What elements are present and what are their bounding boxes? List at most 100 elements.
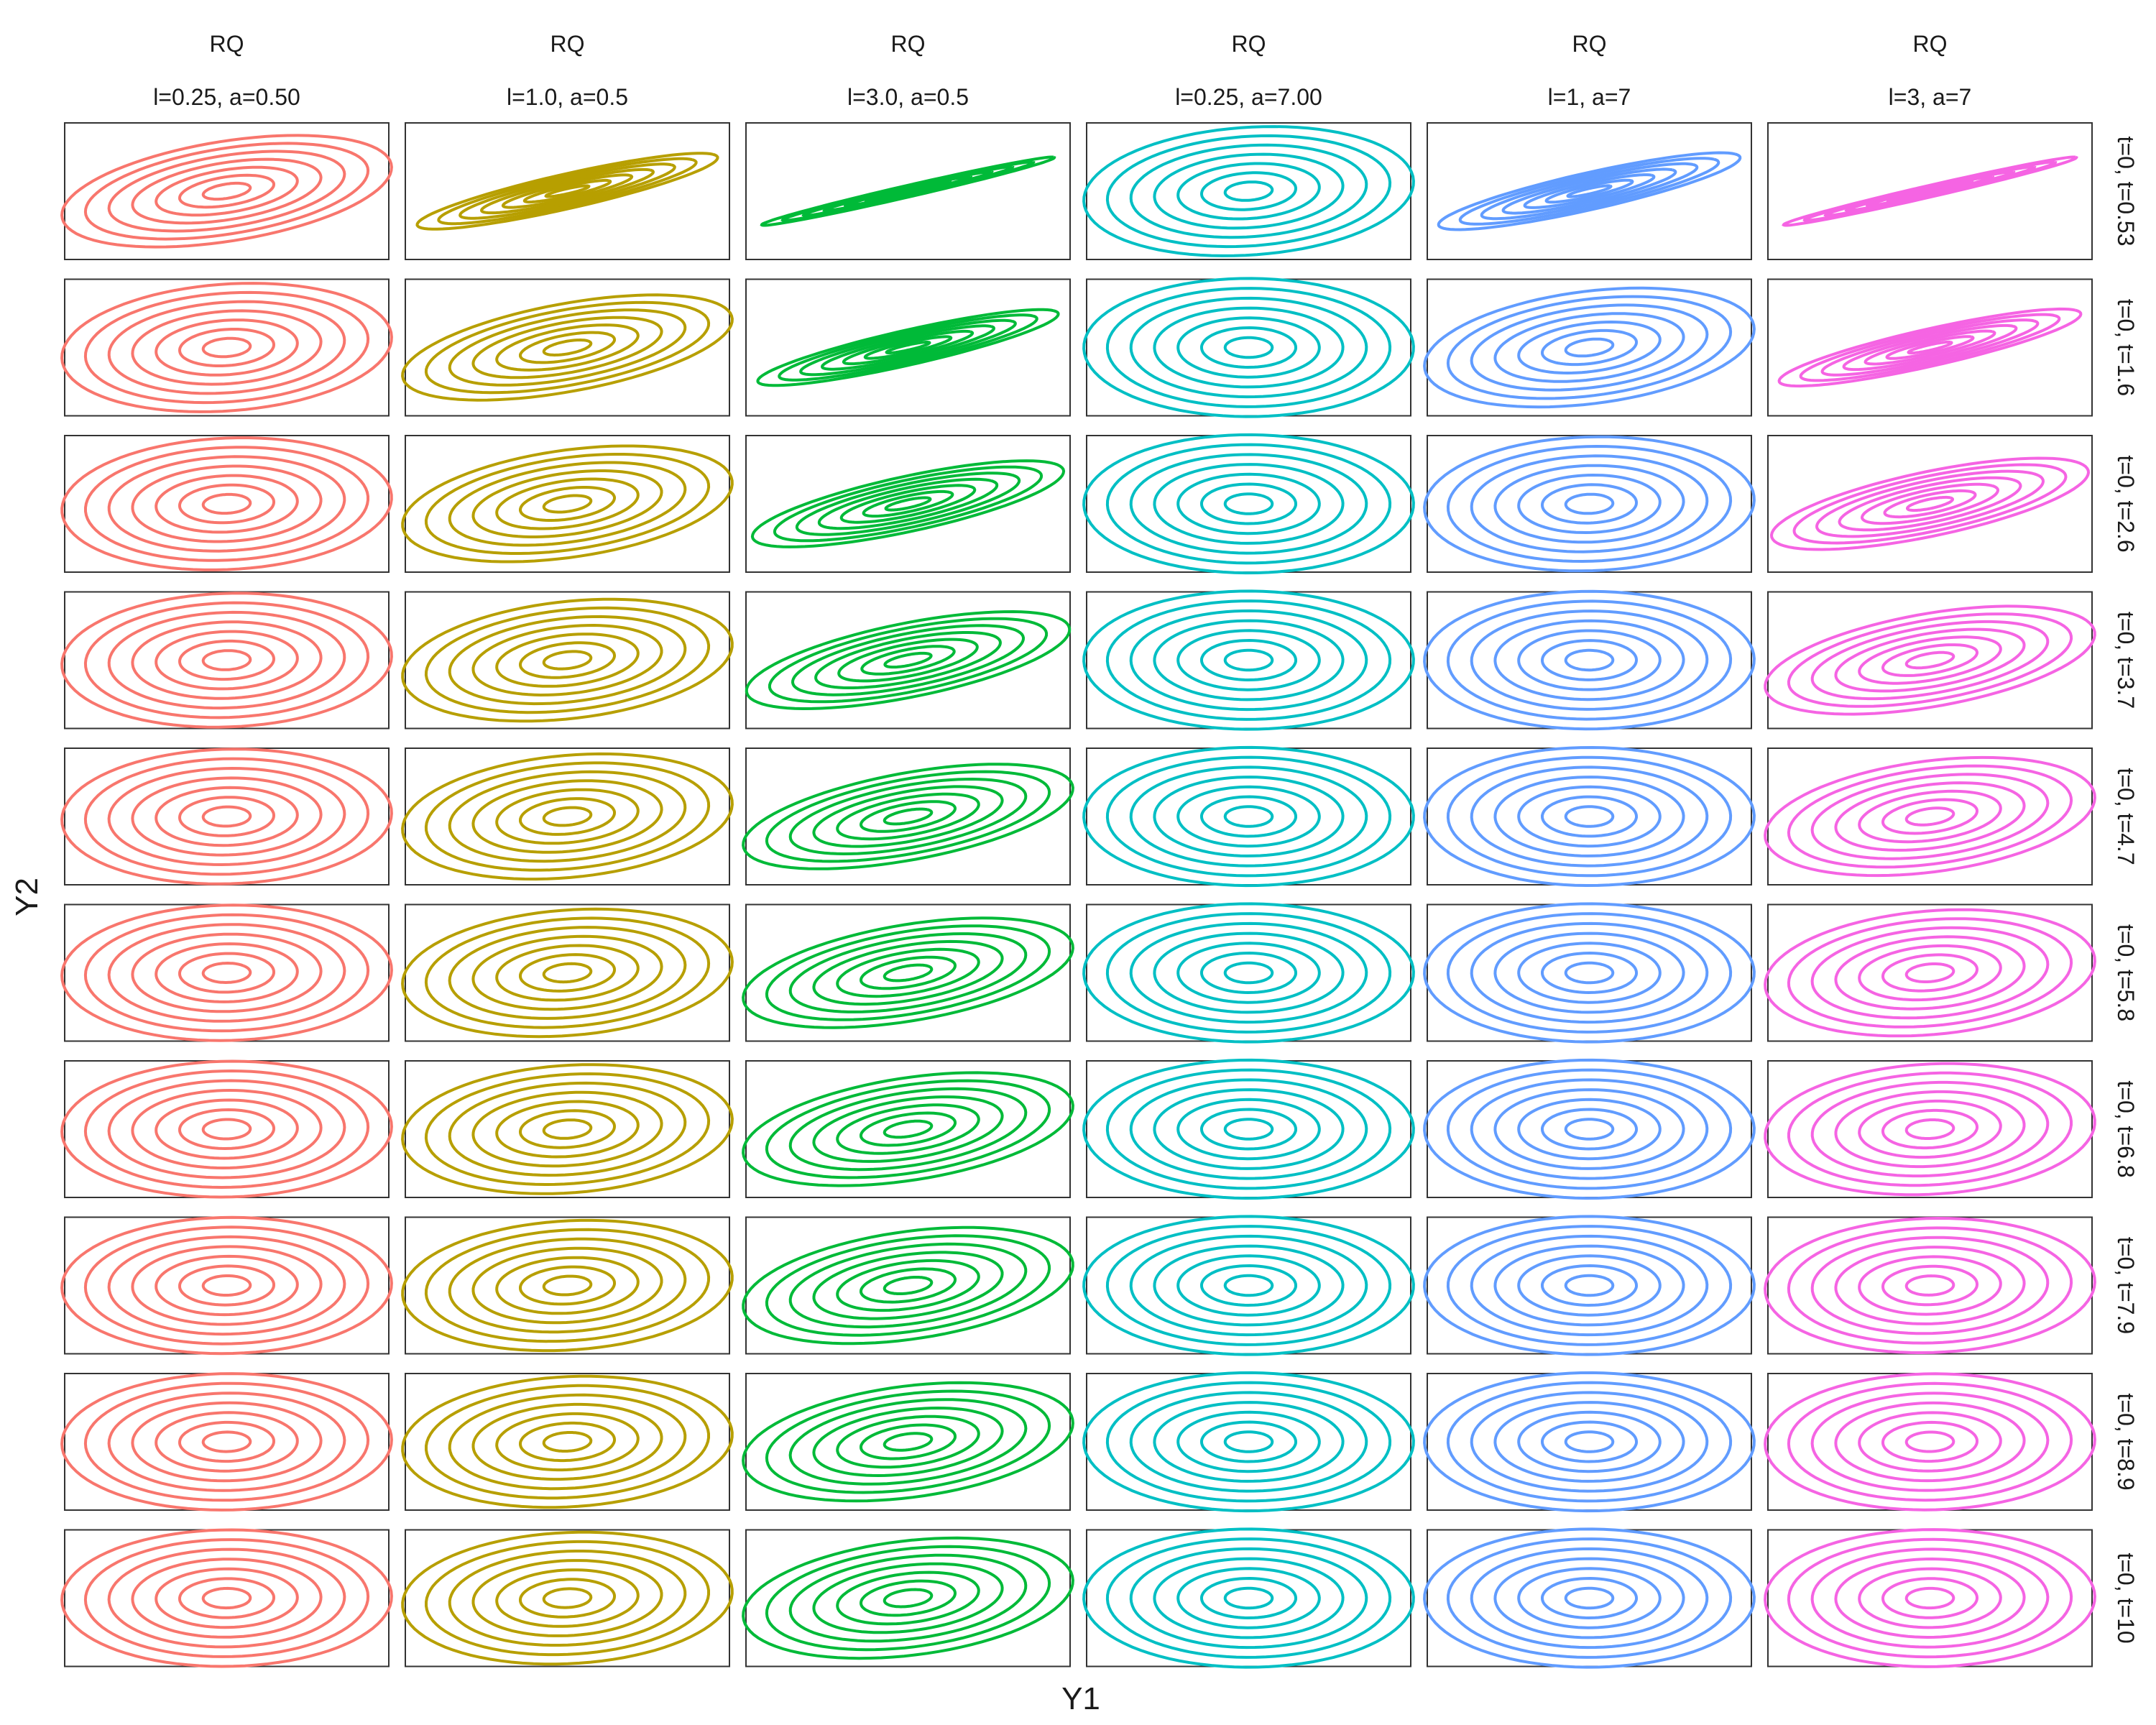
contour-line [863,335,953,360]
contour-line [1176,629,1321,691]
contour-line [1446,444,1733,564]
contour-line [178,1108,276,1151]
contour-line [1105,443,1392,565]
contour-line [155,318,299,377]
contour-line [1787,917,2073,1029]
contour-line [791,624,1026,696]
contour-line [178,483,275,525]
contour-line [1810,773,2050,860]
panel-frame [1427,278,1752,417]
contour-line [1782,155,2078,227]
facet-panel [1764,903,2096,1042]
contour-line [1523,173,1656,209]
x-axis-title: Y1 [1061,1681,1100,1716]
contour-line [1777,307,2083,388]
contour-line [1082,1527,1415,1669]
contour-line [1541,1264,1638,1307]
contour-line [883,1276,934,1295]
panel-frame [1086,1060,1411,1198]
contour-line [401,752,734,881]
panel-frame [64,1529,390,1668]
panel-frame [1086,122,1411,260]
contour-line [107,455,346,553]
contour-line [201,181,252,201]
facet-panel [745,278,1071,417]
contour-line [544,184,591,198]
facet-panel [1764,1060,2096,1198]
contour-line [1129,765,1368,868]
contour-line [1423,286,1756,409]
contour-line [1200,482,1297,525]
contour-line [1423,435,1756,573]
contour-line [1541,1108,1638,1151]
contour-line [742,916,1074,1029]
contour-line [1223,180,1274,202]
contour-line [60,748,393,886]
contour-line [788,777,1028,856]
contour-line [1764,1216,2096,1355]
contour-line [201,1430,252,1453]
panel-frame [1427,748,1752,886]
contour-line [401,1063,734,1195]
panel-frame [1427,591,1752,730]
facet-panel [1082,589,1415,731]
contour-line [1493,932,1685,1014]
contour-line [1810,620,2050,701]
contour-line [836,1103,980,1155]
contour-line [812,1562,1004,1634]
facet-panel [1082,1371,1415,1513]
contour-line [424,300,711,395]
facet-panel [1423,1371,1756,1513]
panel-frame [1086,1529,1411,1668]
contour-line [1493,312,1685,383]
contour-line [742,763,1074,870]
panel-frame [64,1216,390,1355]
contour-line [1199,171,1298,211]
contour-line [1082,125,1415,257]
facet-panel [401,748,734,886]
panel-frame [1086,591,1411,730]
contour-line [1881,1577,1979,1619]
contour-line [765,924,1051,1021]
contour-line [131,1558,323,1639]
panel-frame [745,435,1071,573]
contour-line [107,923,346,1023]
contour-line [424,606,711,714]
contour-line [1200,1576,1297,1620]
facet-panel [1082,902,1415,1044]
contour-line [765,1234,1051,1337]
contour-line [178,1577,276,1619]
contour-line [131,620,323,700]
contour-line [60,134,393,249]
contour-line [131,1401,323,1483]
contour-line [1176,316,1321,379]
contour-line [1470,765,1709,868]
panel-frame [1767,748,2093,886]
contour-line [1176,1098,1321,1161]
contour-line [107,1392,346,1492]
contour-line [519,1265,616,1306]
contour-line [131,157,323,225]
contour-line [401,597,734,723]
panel-frame [405,748,730,886]
contour-line [448,308,687,387]
contour-line [883,1588,934,1609]
contour-line [1787,1537,2073,1659]
contour-line [883,807,934,826]
contour-line [1480,162,1699,221]
contour-line [1764,908,2096,1038]
contour-line [837,638,979,683]
contour-line [812,939,1004,1006]
contour-line [1842,323,2018,372]
contour-line [1540,328,1639,367]
contour-line [1764,755,2096,878]
contour-line [1458,157,1720,226]
contour-line [1223,648,1274,672]
contour-line [1907,340,1953,355]
contour-line [1470,1234,1709,1337]
contour-line [1105,1537,1392,1659]
contour-line [501,173,634,209]
contour-line [1446,295,1733,400]
contour-line [495,1100,640,1159]
contour-line [519,486,616,522]
